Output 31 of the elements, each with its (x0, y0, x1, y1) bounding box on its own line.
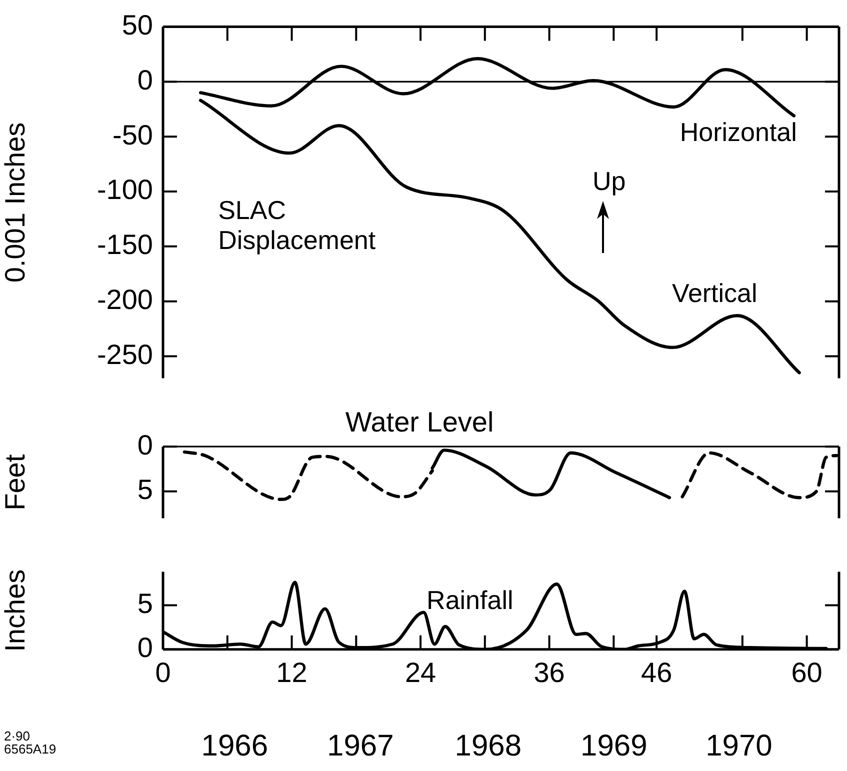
y-tick-label: -250 (96, 338, 153, 370)
y-tick-label: 0 (137, 632, 153, 664)
text: 2·90 6565A19 (4, 728, 56, 757)
y-tick-label: -50 (112, 119, 153, 150)
x-tick-label: 60 (791, 656, 822, 688)
x-tick-label: 12 (276, 656, 308, 688)
y-tick-label: -200 (96, 284, 153, 316)
y-axis-title: 0.001 Inches (0, 122, 31, 283)
y-tick-label: 5 (137, 588, 153, 620)
y-tick-label: -100 (96, 174, 153, 206)
legend-label: Horizontal (680, 116, 797, 147)
chart-title: Water Level (345, 406, 494, 438)
x-tick-label: 46 (641, 656, 672, 688)
text: 1970 (706, 729, 772, 762)
y-tick-label: 50 (122, 10, 153, 41)
series-label: Vertical (672, 278, 758, 308)
x-tick-label: 36 (534, 656, 565, 688)
text: 1969 (580, 729, 648, 762)
x-tick-label: 24 (404, 656, 436, 688)
annotation: Rainfall (426, 584, 514, 615)
y-tick-label: 5 (137, 474, 153, 506)
y-tick-label: -150 (96, 229, 153, 260)
text: 1967 (327, 729, 394, 762)
annotation: Up (592, 166, 626, 196)
annotation: SLAC Displacement (218, 194, 376, 255)
y-tick-label: 0 (137, 64, 153, 96)
text: 1968 (454, 729, 522, 762)
y-tick-label: 0 (137, 429, 153, 460)
y-axis-title: Inches (0, 569, 31, 652)
y-axis-title: Feet (0, 454, 31, 510)
text: 1966 (201, 729, 268, 762)
